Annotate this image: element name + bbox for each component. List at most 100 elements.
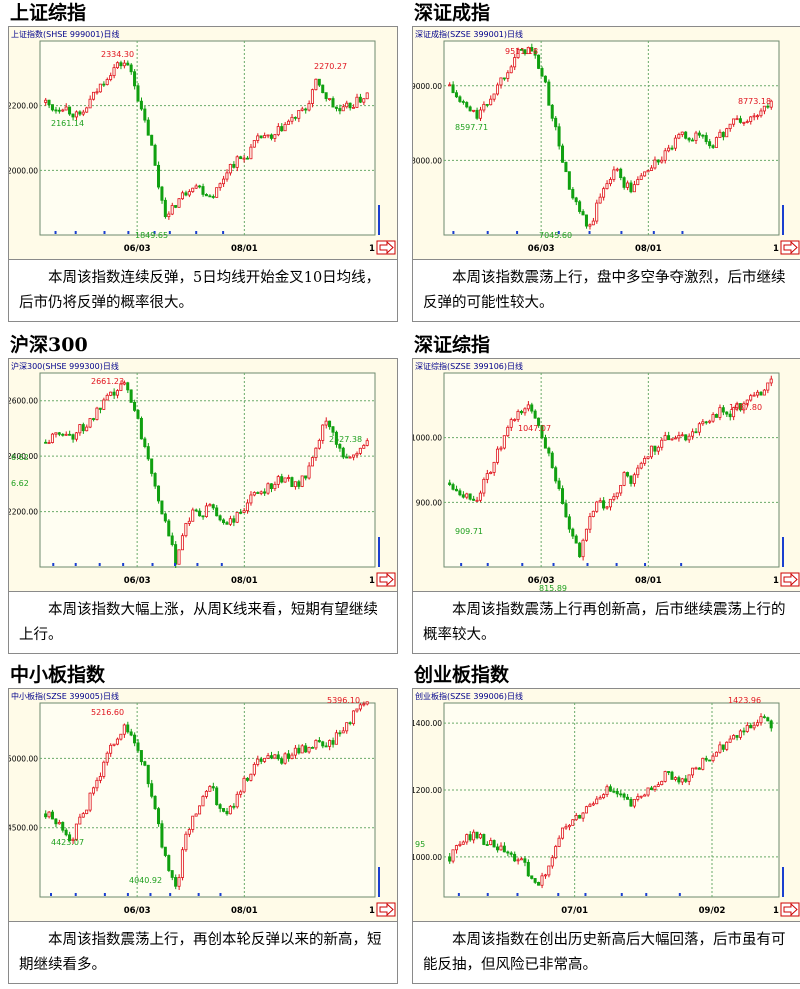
candle-body xyxy=(625,796,630,800)
candle-body xyxy=(211,786,215,789)
candle-body xyxy=(293,481,297,488)
candle-body xyxy=(174,205,178,208)
candle-body xyxy=(533,878,537,883)
candle-body xyxy=(273,754,277,759)
candle-body xyxy=(47,811,51,818)
candle-body xyxy=(122,724,126,735)
candle-body xyxy=(105,394,109,401)
scroll-right-arrow xyxy=(780,572,800,587)
event-marker xyxy=(195,231,198,234)
candle-body xyxy=(714,137,718,148)
candle-body xyxy=(506,426,510,437)
candle-body xyxy=(228,518,232,525)
candle-body xyxy=(47,99,51,106)
candle-body xyxy=(656,159,660,163)
x-tick-label: 06/03 xyxy=(124,244,151,254)
candle-body xyxy=(266,134,270,137)
candle-body xyxy=(646,170,650,173)
candle-body xyxy=(649,167,653,171)
candle-body xyxy=(745,724,749,732)
candle-body xyxy=(317,78,321,86)
candle-body xyxy=(85,107,89,113)
candle-body xyxy=(608,786,612,792)
chart-area: 深证综指(SZSE 399106)日线 1000.00 900.00 06/03 08/… xyxy=(412,358,800,592)
candle-body xyxy=(677,134,681,139)
candle-body xyxy=(451,849,455,862)
candle-body xyxy=(629,182,633,193)
candle-body xyxy=(122,382,126,385)
candle-body xyxy=(584,214,588,227)
candle-body xyxy=(448,856,452,862)
arrow-shape xyxy=(783,572,798,587)
candle-body xyxy=(461,494,465,498)
scroll-right-arrow xyxy=(376,240,396,255)
candle-body xyxy=(191,815,195,830)
candle-body xyxy=(44,441,48,444)
candle-body xyxy=(560,145,565,163)
candle-body xyxy=(95,779,99,789)
x-tick-label: 08/01 xyxy=(635,244,662,254)
x-tick-label: 09/02 xyxy=(699,906,726,916)
candle-body xyxy=(68,433,72,436)
event-marker xyxy=(103,893,106,896)
chart-label: 创业板指(SZSE 399006)日线 xyxy=(415,691,523,701)
candle-body xyxy=(283,123,287,132)
candle-body xyxy=(293,116,297,119)
candle-body xyxy=(557,480,561,490)
candle-body xyxy=(461,101,465,103)
candle-body xyxy=(95,91,99,94)
candle-body xyxy=(191,509,195,522)
candle-body xyxy=(324,92,328,100)
candle-body xyxy=(331,98,335,108)
candle-body xyxy=(615,492,619,498)
event-marker xyxy=(168,231,171,234)
candle-body xyxy=(180,849,184,878)
candle-body xyxy=(571,188,575,199)
y-tick-label: 8000.00 xyxy=(413,156,442,165)
event-marker xyxy=(521,563,524,566)
candle-body xyxy=(362,703,366,706)
candle-body xyxy=(728,738,732,743)
candle-body xyxy=(584,528,588,541)
y-tick-label: 1000.00 xyxy=(413,853,442,862)
candle-body xyxy=(177,877,181,887)
candle-body xyxy=(304,475,308,479)
candle-body xyxy=(102,399,106,410)
candle-body xyxy=(673,137,677,149)
candle-body xyxy=(725,741,729,750)
candle-body xyxy=(694,132,698,141)
candle-body xyxy=(68,834,72,842)
candle-body xyxy=(187,829,191,835)
event-marker xyxy=(486,231,489,234)
candle-body xyxy=(153,795,157,810)
event-marker xyxy=(169,893,172,896)
candle-body xyxy=(643,794,647,797)
candle-body xyxy=(91,418,96,420)
candle-body xyxy=(732,118,736,125)
candle-body xyxy=(78,816,82,825)
candle-body xyxy=(156,485,161,502)
candle-body xyxy=(495,84,500,95)
candle-body xyxy=(64,829,68,836)
event-marker xyxy=(151,563,154,566)
candle-body xyxy=(338,732,342,735)
candle-body xyxy=(622,177,626,188)
x-tick-label: 08/01 xyxy=(231,576,258,586)
panel-title: 上证综指 xyxy=(10,2,87,24)
candle-body xyxy=(50,104,54,111)
candle-body xyxy=(286,477,291,479)
candle-body xyxy=(208,504,212,507)
candle-body xyxy=(365,440,369,446)
candle-body xyxy=(697,767,701,770)
candle-body xyxy=(660,781,664,785)
candle-body xyxy=(448,84,452,87)
candle-body xyxy=(160,186,164,201)
candle-body xyxy=(458,490,462,496)
candle-body xyxy=(745,121,749,123)
candle-body xyxy=(191,187,195,193)
candle-body xyxy=(194,185,198,189)
candle-body xyxy=(133,71,137,87)
candle-body xyxy=(249,773,253,781)
candle-body xyxy=(571,819,575,826)
y-tick-label: 9000.00 xyxy=(413,82,442,91)
